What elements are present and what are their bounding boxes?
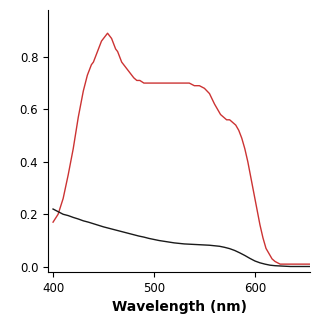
X-axis label: Wavelength (nm): Wavelength (nm) [112, 300, 247, 314]
